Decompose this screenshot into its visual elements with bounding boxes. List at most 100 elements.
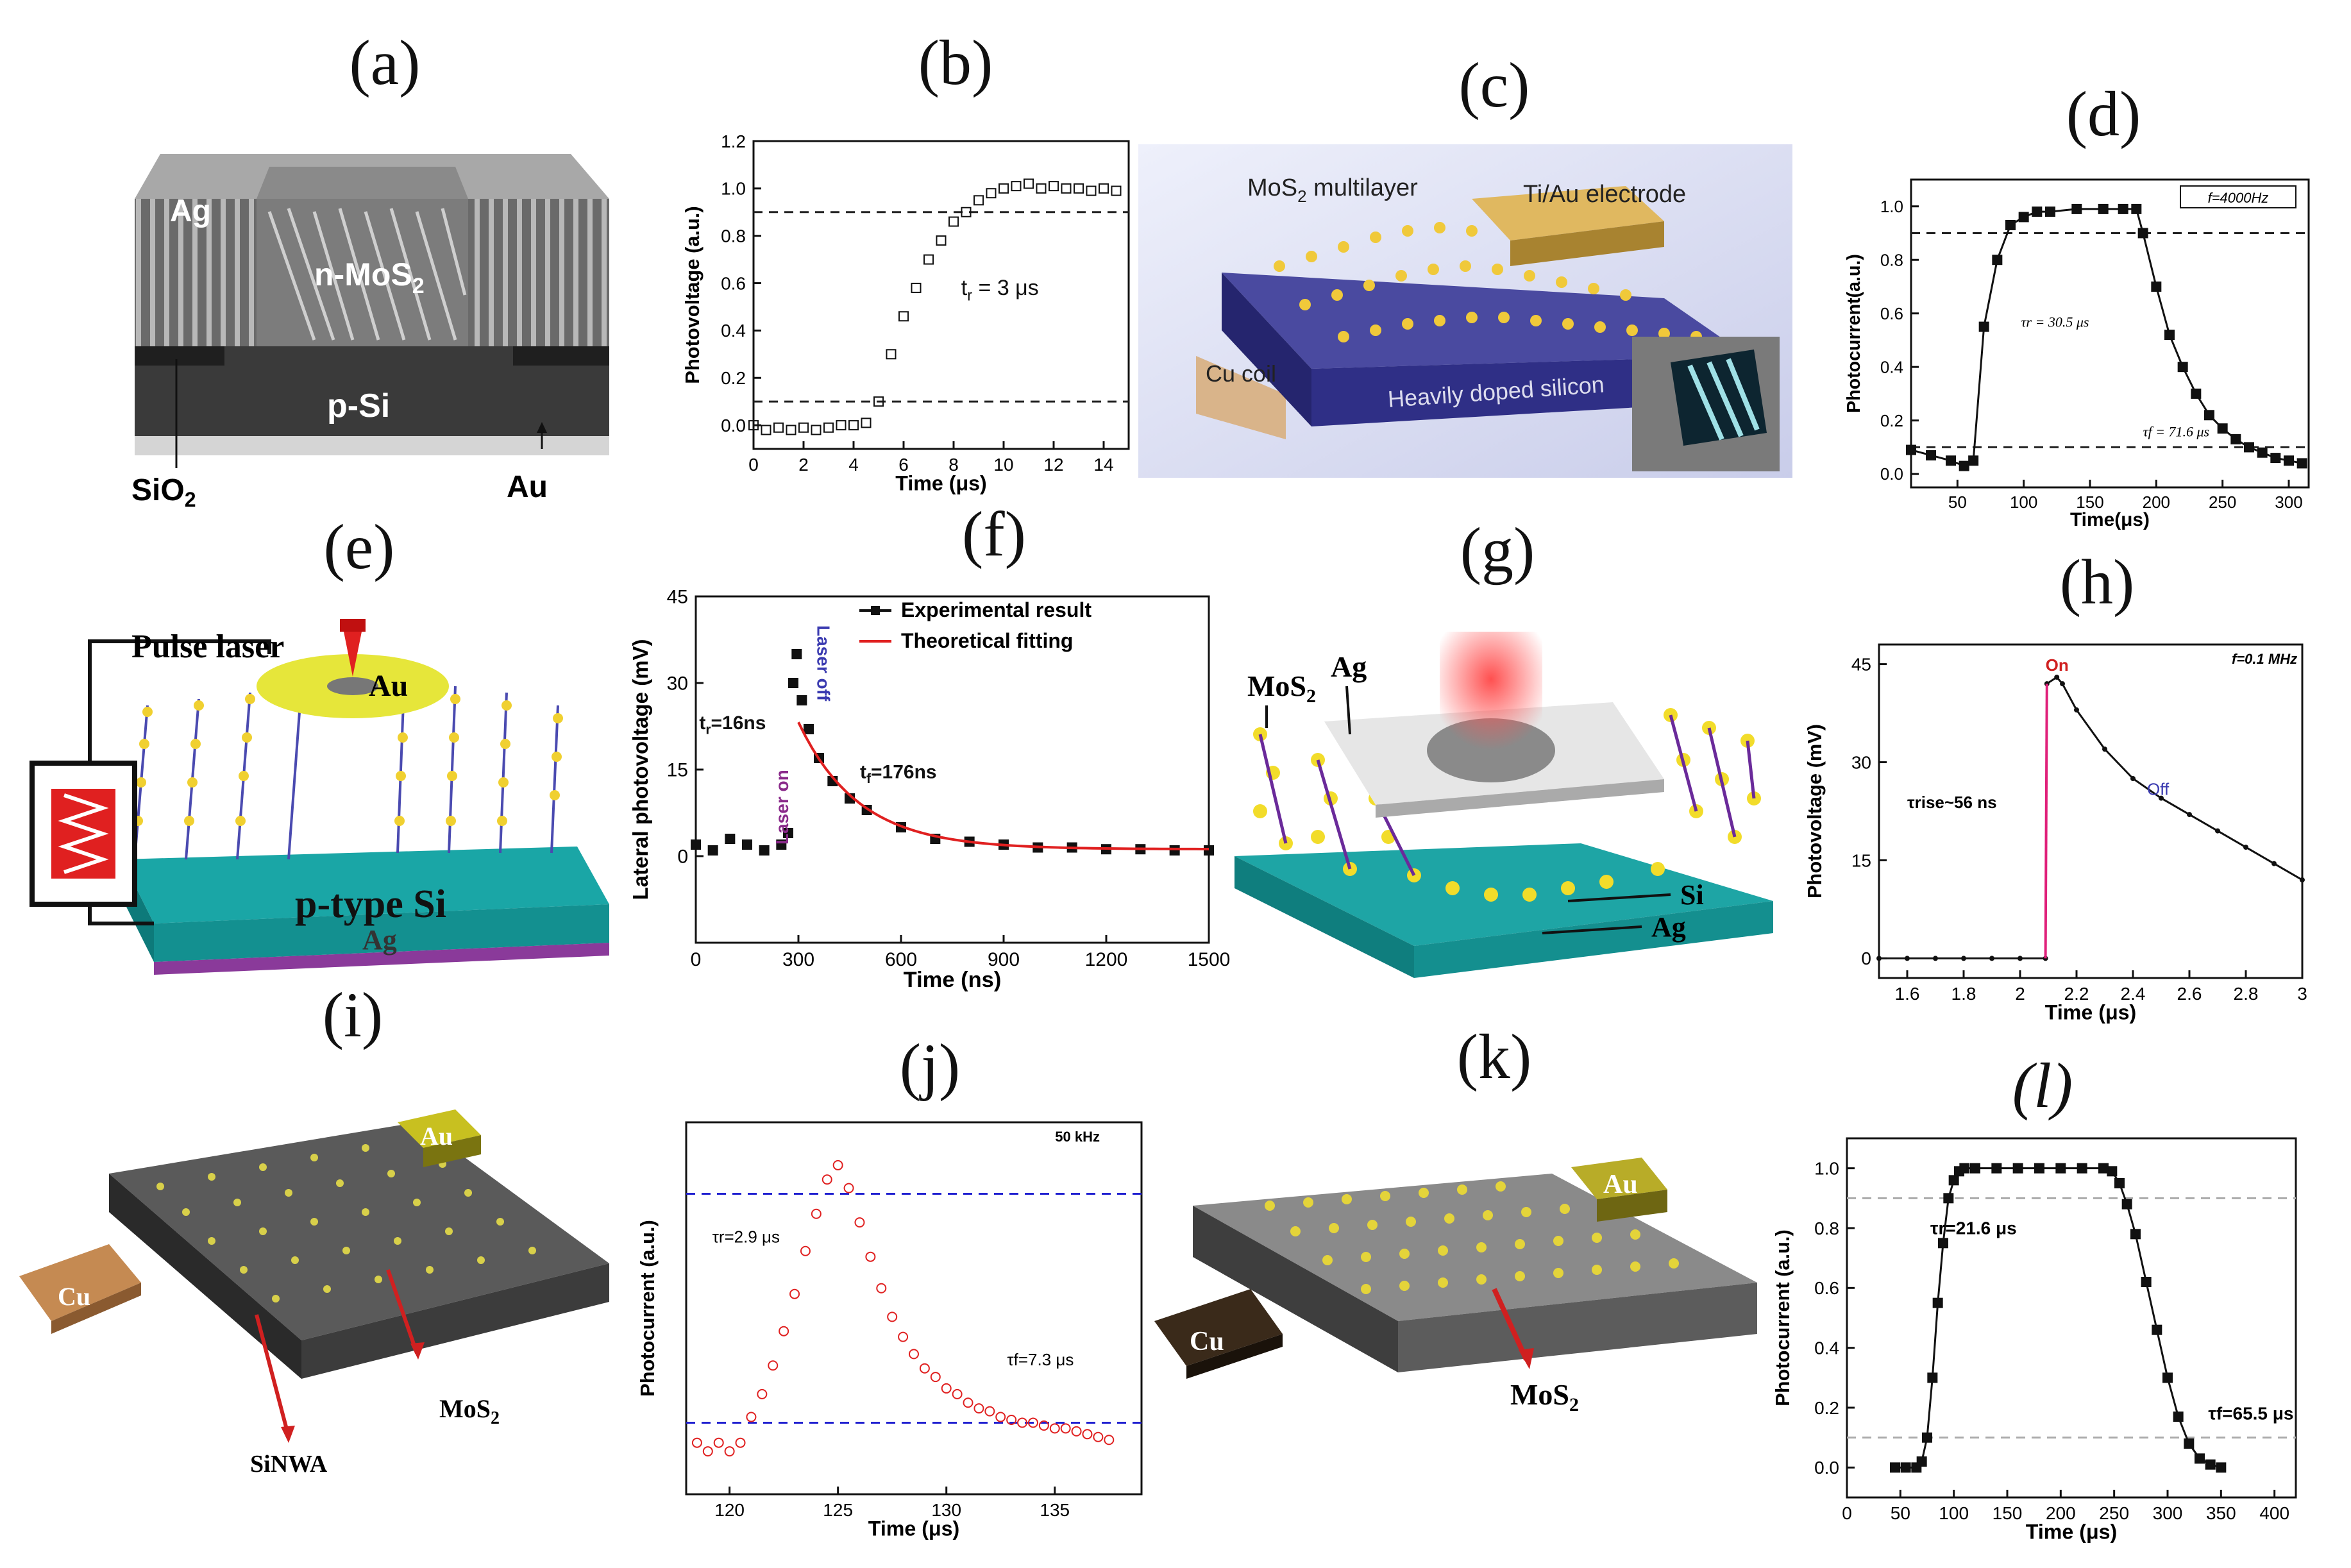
data-point (2164, 330, 2175, 341)
g-ag-top-label: Ag (1331, 650, 1367, 683)
data-point (909, 1349, 919, 1360)
data-point (1099, 183, 1109, 194)
data-point (746, 1412, 757, 1422)
e-ag-layer (154, 943, 609, 975)
label-f: (f) (962, 498, 1026, 569)
annotation-tf: tf=176ns (860, 762, 937, 787)
k-si-label: Si (1308, 1330, 1331, 1360)
x-tick-label: 2 (798, 455, 809, 475)
x-axis-label: Time (μs) (868, 1517, 960, 1540)
data-point (2191, 388, 2202, 399)
data-point (887, 1311, 898, 1322)
x-tick-label: 2 (2015, 984, 2025, 1004)
y-tick-label: 0.0 (721, 416, 746, 435)
data-point (1082, 1429, 1093, 1440)
x-tick-label: 300 (782, 949, 814, 970)
x-tick-label: 150 (1993, 1503, 2023, 1523)
ti-au-electrode (1472, 186, 1664, 240)
chart-f: 0 300 600 900 1200 1500 0 15 30 45 Time (ns) Latera… (628, 587, 1230, 993)
au-bottom-layer (135, 436, 609, 455)
data-point (2005, 219, 2016, 230)
data-point (2118, 203, 2128, 214)
data-point (1926, 450, 1936, 460)
a-sio2-sub: 2 (185, 488, 196, 507)
e-ag-label: Ag (362, 924, 397, 956)
data-point (1989, 956, 1994, 961)
data-point (691, 1437, 702, 1448)
tau-f-label: τf=65.5 μs (2208, 1404, 2293, 1424)
g-mos2-label: MoS (1247, 670, 1306, 702)
data-point (2131, 203, 2142, 214)
plot-frame (685, 1121, 1143, 1496)
i-au-pad (398, 1109, 481, 1148)
data-point (2102, 746, 2107, 752)
y-axis-label: Photovoltage (mV) (1803, 724, 1826, 898)
x-tick-label: 120 (714, 1500, 745, 1520)
x-tick-label: 2.2 (2064, 984, 2089, 1004)
data-point (1061, 183, 1072, 194)
data-point (2271, 861, 2277, 866)
data-point (2217, 423, 2228, 434)
i-cu-label: Cu (58, 1282, 90, 1311)
data-point (2230, 434, 2241, 444)
data-point (2162, 1372, 2173, 1383)
data-point (1959, 1163, 1970, 1174)
label-c: (c) (1458, 49, 1530, 121)
svg-text:MoS2: MoS2 (1247, 670, 1316, 707)
tau-r-label: τr=21.6 μs (1930, 1218, 2017, 1238)
fit-curve (797, 721, 1209, 850)
x-tick-label: 900 (988, 949, 1020, 970)
data-point (2187, 812, 2192, 818)
data-point (1060, 1423, 1071, 1434)
data-point (2151, 281, 2162, 292)
x-tick-label: 250 (2209, 493, 2236, 512)
c-mos2-sub: 2 (1297, 187, 1306, 206)
c-mos2-label: MoS (1247, 174, 1297, 201)
legend-marker-experimental (871, 606, 880, 615)
data-point (1027, 1417, 1038, 1428)
data-point (2204, 410, 2214, 421)
mos2-atoms (1274, 222, 1702, 342)
e-psi-label: p-type Si (295, 882, 446, 926)
label-a: (a) (349, 27, 421, 98)
svg-text:MoS2: MoS2 (1510, 1378, 1579, 1415)
data-point (2243, 845, 2248, 850)
y-axis-label: Photocurrent (a.u.) (1771, 1229, 1794, 1406)
i-cu-contact (19, 1244, 141, 1321)
label-e: (e) (323, 511, 395, 582)
label-i: (i) (322, 979, 383, 1050)
data-point (2054, 674, 2060, 680)
label-h: (h) (2059, 546, 2135, 618)
data-point (1093, 1431, 1104, 1442)
x-tick-label: 0 (1842, 1503, 1852, 1523)
data-point (725, 834, 736, 844)
data-point (2177, 362, 2188, 373)
data-point (984, 1406, 995, 1417)
chart-b: 0 2 4 6 8 10 12 14 0.0 0.2 0.4 0.6 0.8 1.0 1.2 Time (μs… (681, 131, 1130, 494)
y-tick-label: 0.2 (721, 368, 746, 388)
data-point (1111, 185, 1122, 196)
y-tick-label: 1.2 (721, 131, 746, 151)
off-label: Off (2147, 780, 2170, 799)
chart-d: 50 100 150 200 250 300 0.0 0.2 0.4 0.6 0.8 1.0 Time(… (1844, 178, 2310, 530)
rise-segment (2044, 684, 2048, 959)
data-point (788, 678, 798, 688)
panel-c-schematic: MoS2 multilayer Ti/Au electrode Cu coil … (1138, 144, 1792, 478)
legend-label-fit: Theoretical fitting (901, 629, 1073, 652)
y-tick-label: 0.4 (1880, 357, 1903, 376)
annotation-tf-rest: =176ns (871, 762, 937, 783)
x-tick-label: 1.8 (1951, 984, 1976, 1004)
data-point (2107, 1166, 2118, 1177)
data-point (2159, 795, 2164, 801)
data-point (1024, 178, 1034, 189)
data-point (1946, 455, 1956, 466)
g-mos2-sub: 2 (1306, 686, 1316, 707)
data-point (2032, 207, 2043, 217)
data-point (735, 1437, 746, 1448)
data-point (1204, 845, 1214, 856)
data-point (811, 425, 822, 435)
data-point (768, 1360, 779, 1371)
g-si-top (1234, 843, 1773, 946)
data-point (2141, 1277, 2152, 1287)
